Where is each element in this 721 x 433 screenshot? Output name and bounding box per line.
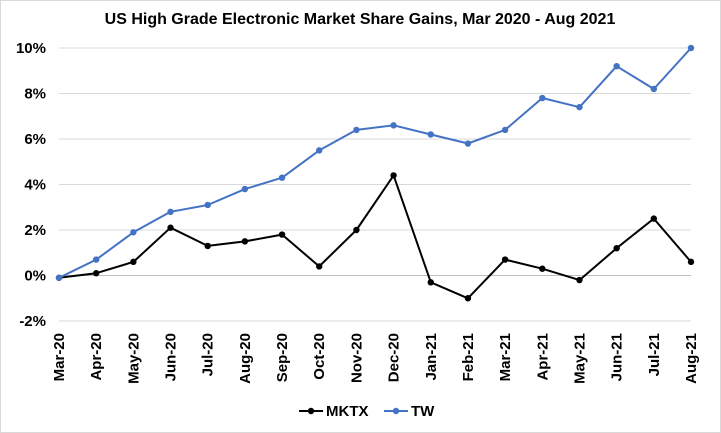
x-tick-label: Apr-21: [534, 333, 551, 381]
tick-layer: -2% 0% 2% 4% 6% 8% 10% Mar-20 Apr-20 May-20 Jun-20…: [16, 40, 700, 384]
data-point-tw: [390, 122, 397, 129]
data-point-mktx: [353, 226, 360, 234]
data-point-tw: [501, 126, 509, 134]
data-point-tw: [353, 126, 360, 134]
x-tick-label: Jan-21: [423, 333, 440, 381]
data-point-mktx: [687, 258, 695, 266]
x-tick-label: Jun-21: [609, 333, 626, 381]
chart-title: US High Grade Electronic Market Share Ga…: [105, 11, 616, 28]
data-point-tw: [130, 229, 137, 236]
x-tick-label: May-20: [125, 333, 142, 384]
data-point-mktx: [501, 256, 509, 263]
data-point-mktx: [278, 231, 286, 238]
x-tick-label: Mar-20: [51, 333, 68, 381]
data-point-mktx: [613, 245, 620, 252]
series-line-mktx: [58, 174, 692, 300]
x-tick-label: Mar-21: [497, 333, 514, 381]
x-tick-label: Feb-21: [460, 333, 477, 381]
data-point-tw: [464, 140, 472, 147]
data-point-tw: [241, 185, 249, 193]
legend-label-tw: TW: [411, 403, 435, 420]
data-point-tw: [613, 62, 620, 70]
y-tick-label: 0%: [24, 268, 46, 285]
series-line-tw: [58, 47, 692, 279]
x-tick-label: Dec-20: [386, 333, 403, 382]
data-point-mktx: [316, 263, 323, 270]
data-point-mktx: [427, 279, 434, 286]
y-tick-label: 10%: [16, 40, 46, 57]
data-point-mktx: [241, 238, 249, 245]
x-tick-label: Aug-21: [683, 333, 700, 384]
data-point-mktx: [539, 265, 546, 272]
data-point-mktx: [167, 224, 174, 231]
x-tick-label: Aug-20: [237, 333, 254, 384]
data-point-mktx: [92, 270, 100, 277]
data-point-mktx: [390, 172, 397, 179]
data-point-tw: [576, 103, 583, 111]
data-point-tw: [316, 147, 323, 154]
data-point-mktx: [464, 295, 472, 302]
y-tick-label: 6%: [24, 131, 46, 148]
data-point-tw: [427, 131, 434, 138]
legend: MKTX TW: [299, 403, 435, 420]
grid-layer: [59, 47, 691, 322]
legend-label-mktx: MKTX: [326, 403, 369, 420]
x-tick-label: Sep-20: [274, 333, 291, 382]
legend-marker-mktx: [307, 407, 315, 415]
data-point-mktx: [130, 258, 137, 266]
y-tick-label: 8%: [24, 86, 46, 103]
x-tick-label: Apr-20: [88, 333, 105, 381]
data-point-mktx: [204, 242, 211, 250]
x-tick-label: Jul-20: [200, 333, 217, 376]
data-point-mktx: [576, 276, 583, 284]
x-tick-label: May-21: [571, 333, 588, 384]
legend-marker-tw: [392, 407, 400, 415]
data-point-tw: [687, 44, 695, 52]
data-point-tw: [92, 256, 100, 263]
y-tick-label: -2%: [19, 313, 46, 330]
data-point-tw: [204, 201, 211, 209]
data-point-tw: [55, 274, 63, 281]
x-tick-label: Jun-20: [163, 333, 180, 381]
data-point-mktx: [650, 215, 658, 222]
data-point-tw: [167, 208, 174, 215]
y-tick-label: 4%: [24, 177, 46, 194]
series-layer: [55, 44, 695, 302]
y-tick-label: 2%: [24, 222, 46, 239]
data-point-tw: [539, 94, 546, 102]
data-point-tw: [278, 174, 286, 181]
x-tick-label: Nov-20: [348, 333, 365, 383]
x-tick-label: Jul-21: [646, 333, 663, 376]
x-tick-label: Oct-20: [311, 333, 328, 380]
data-point-tw: [650, 85, 658, 93]
